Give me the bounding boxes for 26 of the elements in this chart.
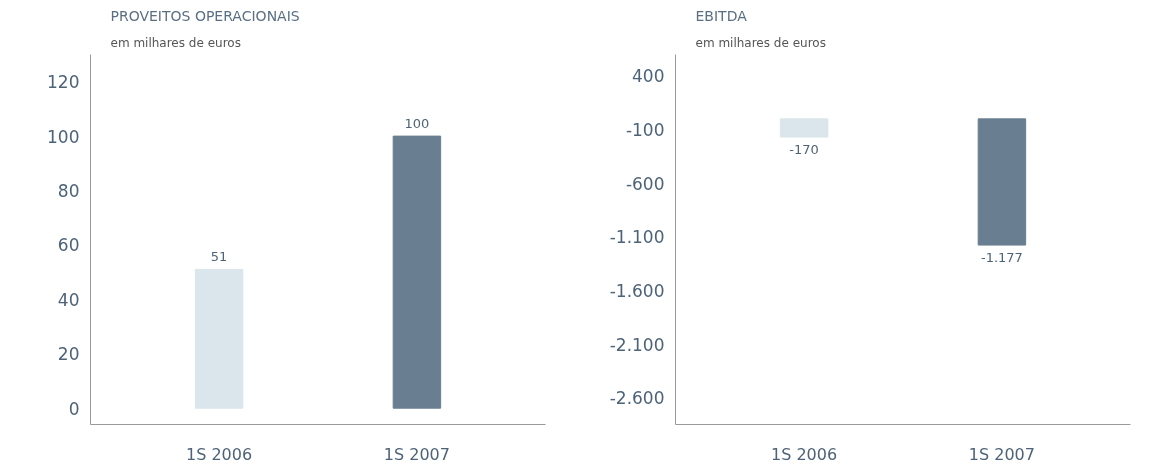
data-label: 51 — [210, 249, 228, 265]
y-tick-label: 120 — [47, 72, 80, 93]
x-tick-label: 1S 2006 — [771, 444, 838, 464]
y-tick-label: 60 — [57, 235, 80, 256]
data-label: 100 — [404, 116, 430, 132]
y-tick-label: -1.600 — [609, 280, 665, 301]
x-tick-label: 1S 2007 — [383, 444, 450, 464]
chart-title: EBITDA — [695, 7, 748, 24]
y-tick-label: -1.100 — [609, 227, 665, 248]
y-tick-label: 80 — [57, 181, 80, 202]
data-label: -170 — [789, 142, 819, 158]
y-tick-label: 100 — [47, 126, 80, 147]
y-tick-label: -100 — [625, 120, 665, 141]
chart-title: PROVEITOS OPERACIONAIS — [110, 7, 300, 24]
y-tick-label: 20 — [57, 344, 80, 365]
chart-subtitle: em milhares de euros — [695, 35, 826, 50]
y-tick-label: -600 — [625, 173, 665, 194]
y-tick-label: 40 — [57, 289, 80, 310]
y-tick-label: 0 — [68, 398, 80, 419]
chart-subtitle: em milhares de euros — [110, 35, 241, 50]
y-tick-label: 400 — [632, 66, 665, 87]
y-tick-label: -2.100 — [609, 334, 665, 355]
y-tick-label: -2.600 — [609, 388, 665, 409]
x-tick-label: 1S 2007 — [968, 444, 1035, 464]
x-tick-label: 1S 2006 — [186, 444, 253, 464]
data-label: -1.177 — [980, 250, 1023, 266]
